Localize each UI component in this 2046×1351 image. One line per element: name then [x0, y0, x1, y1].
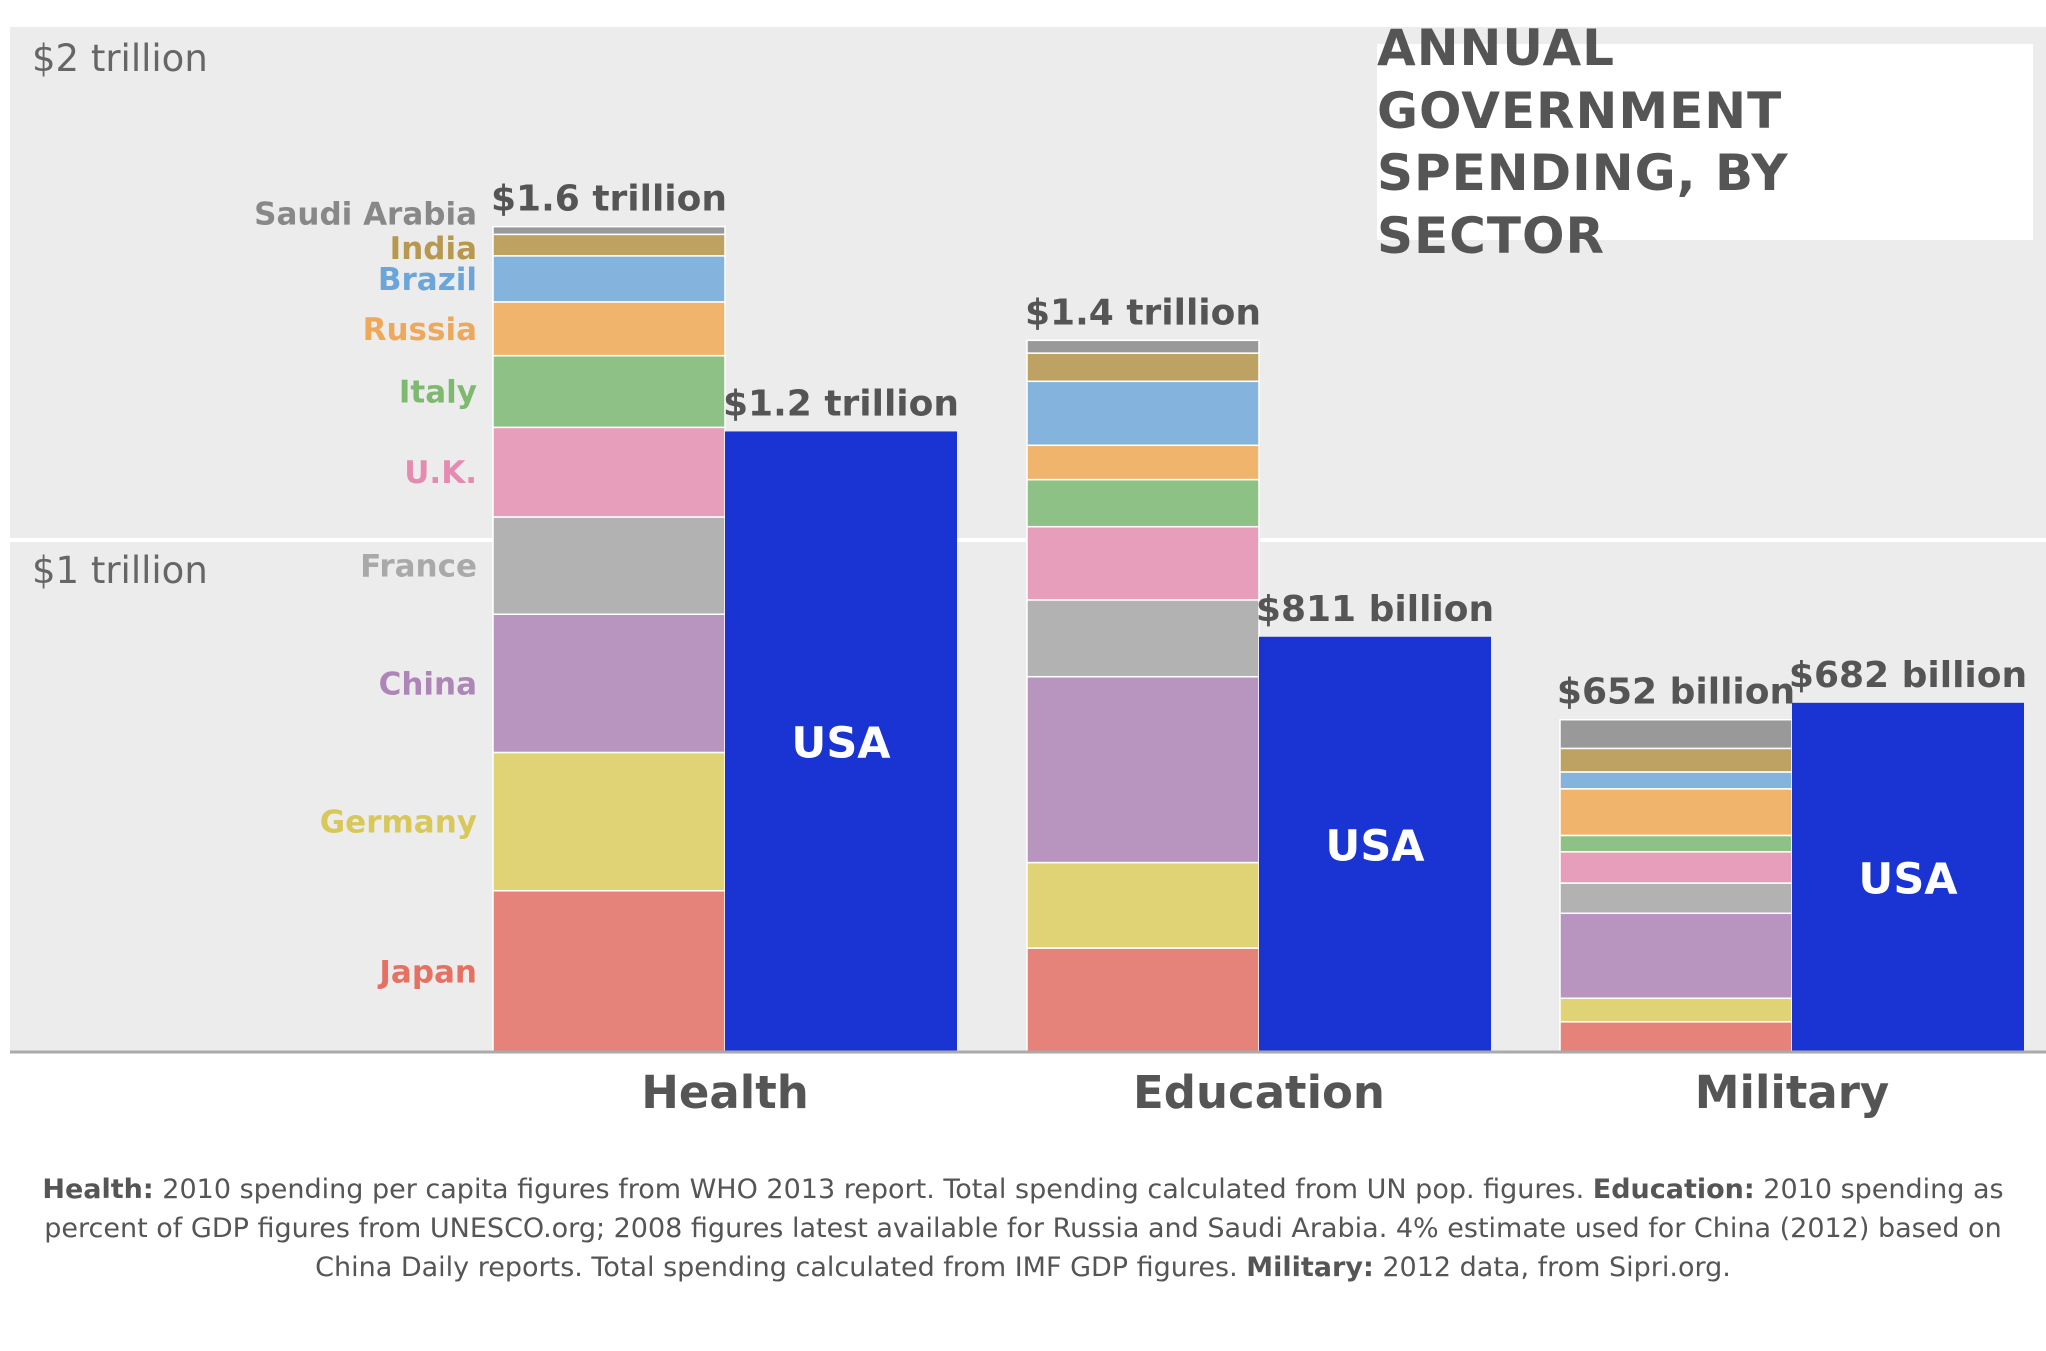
- military-bar-usa: [1792, 702, 2024, 1052]
- country-label-u-k: U.K.: [404, 455, 477, 491]
- education-stack-total-label: $1.4 trillion: [1025, 292, 1261, 333]
- education-bar-france: [1026, 599, 1260, 678]
- footnote-education-text: 2010 spending as percent of GDP figures …: [44, 1174, 2004, 1283]
- tick-label-2000: $2 trillion: [32, 37, 208, 80]
- country-label-india: India: [390, 231, 477, 267]
- military-bar-france: [1559, 882, 1793, 914]
- health-usa-bar-label: USA: [791, 719, 891, 769]
- country-label-italy: Italy: [399, 375, 477, 411]
- military-bar-india: [1559, 747, 1793, 773]
- health-bar-germany: [492, 751, 726, 892]
- chart-title-line-1: ANNUAL GOVERNMENT: [1377, 19, 1783, 140]
- health-bar-france: [492, 516, 726, 615]
- education-usa-bar-label: USA: [1325, 821, 1425, 871]
- health-bar-india: [492, 233, 726, 257]
- country-label-japan: Japan: [377, 954, 477, 990]
- education-bar-italy: [1026, 478, 1260, 528]
- military-stack-total-label: $652 billion: [1557, 672, 1795, 713]
- health-usa-value-label: $1.2 trillion: [723, 383, 959, 424]
- data-labels: $1.6 trillion $1.2 trillion USA $1.4 trilli…: [491, 179, 2027, 905]
- health-bar-russia: [492, 301, 726, 357]
- military-bar-u-k: [1559, 851, 1793, 884]
- country-label-china: China: [379, 666, 477, 702]
- health-bar-japan: [492, 889, 726, 1053]
- education-bar-u-k: [1026, 525, 1260, 601]
- education-bar-germany: [1026, 861, 1260, 949]
- education-bar-usa: [1259, 636, 1491, 1052]
- tick-label-1000: $1 trillion: [32, 549, 208, 592]
- military-bar-japan: [1559, 1021, 1793, 1053]
- education-bar-india: [1026, 352, 1260, 383]
- footnote-military-text: 2012 data, from Sipri.org.: [1373, 1252, 1731, 1283]
- country-label-brazil: Brazil: [378, 262, 477, 298]
- health-stack-total-label: $1.6 trillion: [491, 179, 727, 220]
- category-label-health: Health: [641, 1066, 809, 1119]
- country-label-germany: Germany: [320, 805, 477, 841]
- health-bar-saudi-arabia: [492, 225, 726, 236]
- chart-title-line-2: SPENDING, BY SECTOR: [1377, 144, 1789, 265]
- health-bar-usa: [725, 431, 957, 1052]
- military-bar-china: [1559, 912, 1793, 999]
- bars: [492, 225, 2024, 1053]
- footnote: Health: 2010 spending per capita figures…: [40, 1170, 2006, 1287]
- military-usa-value-label: $682 billion: [1789, 655, 2027, 696]
- health-bar-italy: [492, 354, 726, 429]
- military-bar-russia: [1559, 788, 1793, 837]
- footnote-education-label: Education:: [1592, 1174, 1755, 1205]
- military-bar-saudi-arabia: [1559, 718, 1793, 750]
- health-bar-u-k: [492, 426, 726, 518]
- x-axis-categories: Health Education Military: [641, 1066, 1889, 1119]
- category-label-military: Military: [1695, 1066, 1889, 1119]
- education-bar-saudi-arabia: [1026, 339, 1260, 354]
- country-labels: Japan Germany China France U.K. Italy Russia Br…: [254, 197, 477, 991]
- education-bar-japan: [1026, 947, 1260, 1053]
- chart-title: ANNUAL GOVERNMENT SPENDING, BY SECTOR: [1377, 19, 2033, 265]
- education-bar-china: [1026, 675, 1260, 864]
- education-bar-brazil: [1026, 380, 1260, 447]
- education-usa-value-label: $811 billion: [1256, 589, 1494, 630]
- military-bar-germany: [1559, 997, 1793, 1023]
- health-bar-china: [492, 613, 726, 754]
- military-usa-bar-label: USA: [1858, 854, 1958, 904]
- country-label-russia: Russia: [363, 312, 477, 348]
- y-axis-ticks: $1 trillion $2 trillion: [32, 37, 208, 592]
- category-label-education: Education: [1133, 1066, 1385, 1119]
- military-bar-brazil: [1559, 771, 1793, 790]
- country-label-france: France: [360, 549, 477, 585]
- military-bar-italy: [1559, 834, 1793, 853]
- footnote-military-label: Military:: [1246, 1252, 1374, 1283]
- footnote-health-text: 2010 spending per capita figures from WH…: [153, 1174, 1593, 1205]
- footnote-health-label: Health:: [42, 1174, 154, 1205]
- education-bar-russia: [1026, 444, 1260, 481]
- country-label-saudi-arabia: Saudi Arabia: [254, 197, 477, 233]
- health-bar-brazil: [492, 255, 726, 303]
